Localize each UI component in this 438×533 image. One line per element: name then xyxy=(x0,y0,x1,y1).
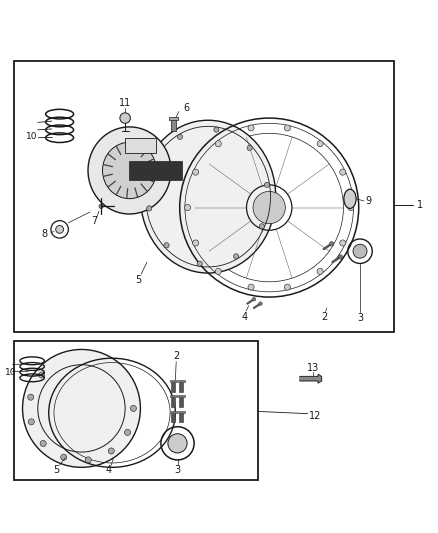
Bar xyxy=(177,410,184,413)
Circle shape xyxy=(340,169,346,175)
Circle shape xyxy=(284,125,290,131)
Text: 1: 1 xyxy=(417,200,423,211)
Circle shape xyxy=(56,225,64,233)
Circle shape xyxy=(60,454,67,461)
Text: 6: 6 xyxy=(183,103,189,114)
Text: 2: 2 xyxy=(173,351,179,361)
Circle shape xyxy=(22,350,141,467)
Text: 4: 4 xyxy=(106,465,112,475)
Circle shape xyxy=(284,284,290,290)
Bar xyxy=(125,138,155,153)
Text: 4: 4 xyxy=(241,312,247,322)
Ellipse shape xyxy=(102,142,156,199)
Circle shape xyxy=(265,182,270,188)
Text: 13: 13 xyxy=(307,363,319,373)
Circle shape xyxy=(193,240,199,246)
Circle shape xyxy=(317,141,323,147)
Bar xyxy=(171,382,175,392)
Circle shape xyxy=(99,204,103,208)
Text: 9: 9 xyxy=(365,196,371,206)
Circle shape xyxy=(164,243,169,248)
Text: 10: 10 xyxy=(4,368,16,377)
Circle shape xyxy=(214,127,219,132)
Circle shape xyxy=(317,268,323,274)
Circle shape xyxy=(40,440,46,447)
Circle shape xyxy=(215,268,221,274)
Circle shape xyxy=(177,134,183,140)
Circle shape xyxy=(168,434,187,453)
Circle shape xyxy=(184,205,191,211)
Bar xyxy=(170,380,177,382)
Circle shape xyxy=(131,405,137,411)
Circle shape xyxy=(193,169,199,175)
Bar xyxy=(170,410,177,413)
Polygon shape xyxy=(300,374,321,383)
Circle shape xyxy=(248,284,254,290)
Circle shape xyxy=(28,419,34,425)
Circle shape xyxy=(124,430,131,435)
Bar xyxy=(14,61,394,332)
Ellipse shape xyxy=(344,189,356,208)
Circle shape xyxy=(259,302,262,305)
Bar xyxy=(170,119,176,131)
Circle shape xyxy=(340,240,346,246)
Text: 10: 10 xyxy=(26,132,38,141)
Circle shape xyxy=(120,113,131,123)
Bar xyxy=(179,413,183,422)
Bar xyxy=(179,382,183,392)
Ellipse shape xyxy=(141,120,276,273)
Circle shape xyxy=(248,125,254,131)
Circle shape xyxy=(39,372,45,378)
Bar xyxy=(171,398,175,407)
Circle shape xyxy=(338,255,343,259)
Text: 3: 3 xyxy=(174,465,180,475)
Circle shape xyxy=(215,141,221,147)
Circle shape xyxy=(247,146,252,151)
Circle shape xyxy=(348,205,354,211)
Ellipse shape xyxy=(88,127,171,214)
Circle shape xyxy=(353,244,367,258)
Text: 5: 5 xyxy=(135,274,141,285)
Circle shape xyxy=(108,448,114,454)
Circle shape xyxy=(259,224,265,229)
Circle shape xyxy=(147,206,152,211)
Text: 5: 5 xyxy=(53,465,60,475)
Text: 12: 12 xyxy=(309,411,321,421)
Text: 2: 2 xyxy=(321,312,328,322)
Bar xyxy=(14,341,258,480)
Text: 11: 11 xyxy=(119,98,131,108)
Circle shape xyxy=(197,261,202,266)
Text: 7: 7 xyxy=(92,216,98,225)
Circle shape xyxy=(152,164,157,169)
Circle shape xyxy=(329,241,334,246)
Bar xyxy=(171,413,175,422)
Circle shape xyxy=(85,457,91,463)
Text: 8: 8 xyxy=(41,229,47,239)
Bar xyxy=(130,161,182,180)
Text: 3: 3 xyxy=(357,312,363,322)
Bar xyxy=(169,117,177,120)
Circle shape xyxy=(28,394,34,400)
Bar xyxy=(177,395,184,398)
Circle shape xyxy=(252,297,256,301)
Circle shape xyxy=(253,191,286,224)
Circle shape xyxy=(233,254,239,259)
Bar xyxy=(170,395,177,398)
Bar xyxy=(177,380,184,382)
Bar xyxy=(179,398,183,407)
